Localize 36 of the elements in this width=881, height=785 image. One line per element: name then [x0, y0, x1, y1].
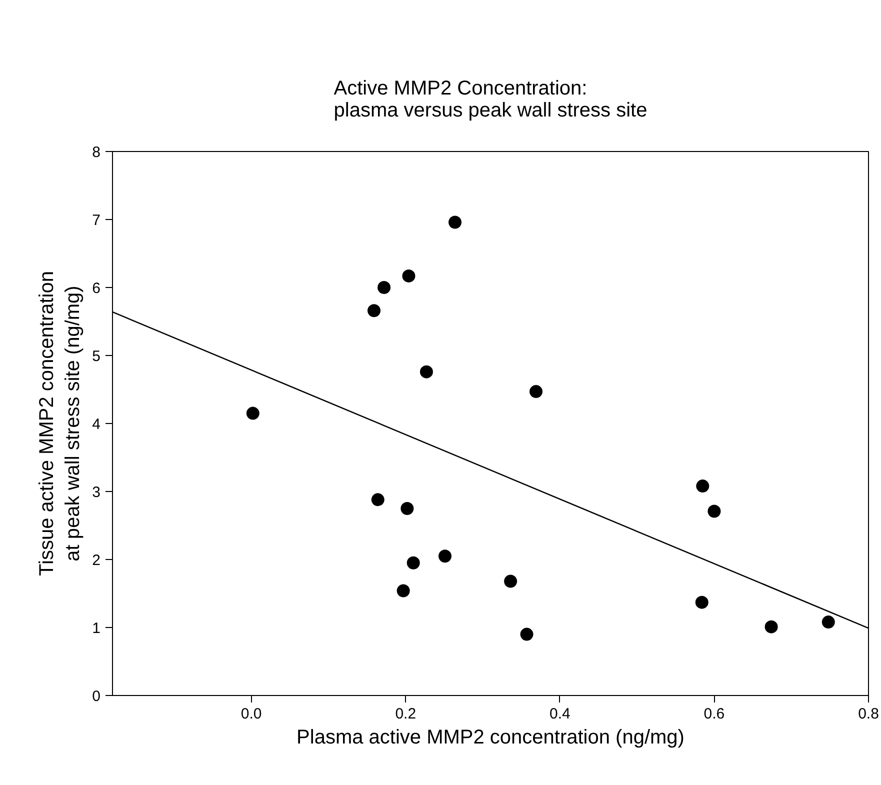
point [371, 493, 384, 506]
y-tick-label: 7 [92, 212, 100, 229]
y-tick-label: 1 [92, 620, 100, 637]
x-tick-label: 0.4 [550, 706, 570, 722]
point [246, 406, 260, 420]
point [400, 502, 414, 515]
y-tick-label: 6 [92, 280, 100, 297]
point [708, 504, 721, 518]
y-tick-label: 0 [92, 688, 100, 705]
point [438, 550, 452, 563]
point [695, 596, 708, 609]
point [530, 385, 543, 398]
y-tick-label: 4 [92, 416, 100, 433]
point [764, 620, 778, 634]
x-tick-label: 0.0 [240, 706, 262, 722]
point [420, 365, 433, 378]
x-axis-title: Plasma active MMP2 concentration (ng/mg) [296, 726, 684, 748]
chart-title: Active MMP2 Concentration: plasma versus peak wall stress site [334, 78, 648, 122]
point [406, 556, 420, 570]
x-tick-label: 0.8 [858, 706, 879, 722]
y-axis-title: Tissue active MMP2 concentration at peak wall stress site (ng/mg) [36, 271, 84, 576]
point [448, 216, 462, 229]
y-tick-label: 5 [92, 348, 100, 365]
point [402, 269, 416, 282]
point [504, 574, 518, 588]
y-tick-label: 3 [92, 484, 100, 501]
x-tick-label: 0.6 [704, 706, 725, 722]
point [520, 628, 534, 641]
y-tick-label: 8 [92, 144, 100, 161]
y-tick-label: 2 [92, 552, 100, 569]
point [696, 480, 710, 493]
point [396, 584, 410, 598]
point [378, 281, 391, 294]
point [822, 616, 835, 629]
point [368, 304, 381, 318]
x-tick-label: 0.2 [395, 706, 416, 722]
